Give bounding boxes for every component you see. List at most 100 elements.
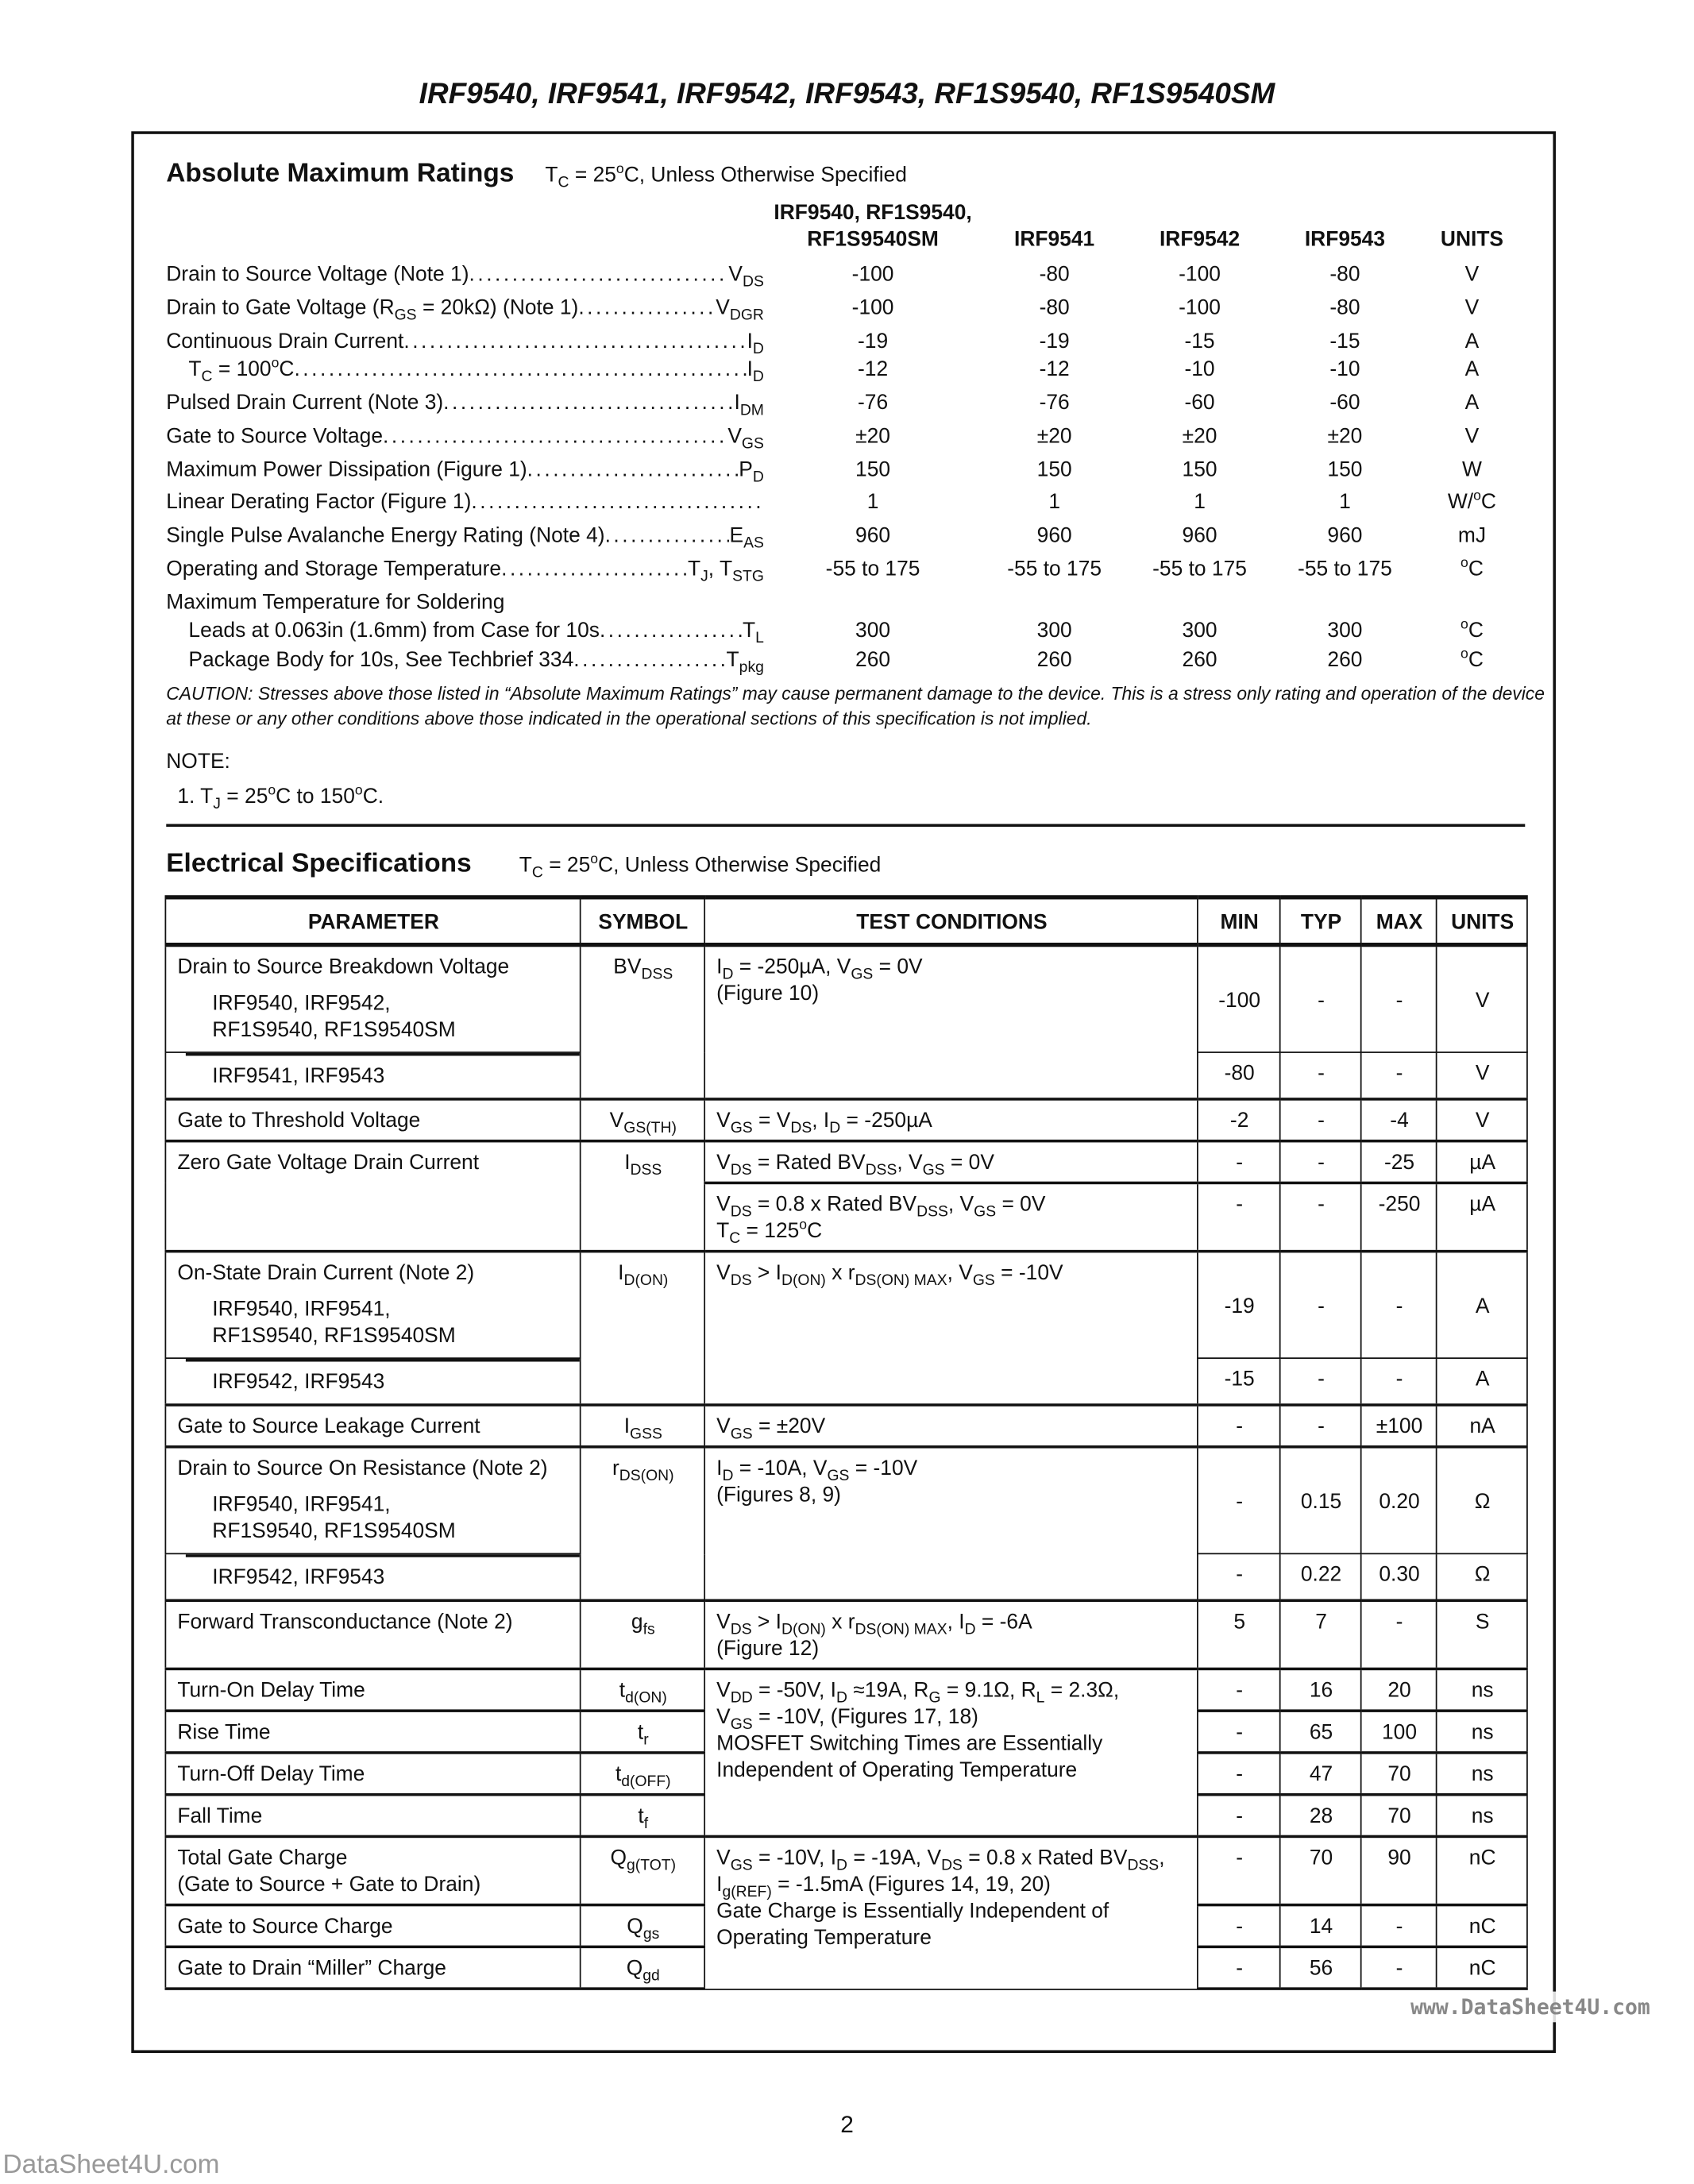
- text-segment: = Rated BV: [751, 1151, 866, 1175]
- text-segment: DS(ON) MAX: [855, 1621, 947, 1638]
- parameter-cell: Forward Transconductance (Note 2): [164, 1599, 581, 1670]
- text-segment: DSS: [916, 1203, 948, 1221]
- parameter-cell: Turn-Off Delay Time: [164, 1751, 581, 1796]
- conditions-cell-line: VDD = -50V, ID ≈19A, RG = 9.1Ω, RL = 2.3…: [716, 1677, 1187, 1707]
- units-cell: µA: [1435, 1139, 1528, 1184]
- text-segment: = -250µA, V: [733, 955, 851, 979]
- symbol-cell: td(OFF): [579, 1751, 706, 1796]
- rating-value: -12: [857, 357, 889, 382]
- parameter-cell: Drain to Source On Resistance (Note 2) IR…: [164, 1445, 581, 1555]
- text-segment: DD: [730, 1689, 753, 1707]
- parameter-cell: Gate to Drain “Miller” Charge: [164, 1945, 581, 1990]
- text-segment: L: [755, 630, 764, 647]
- rating-value: -15: [1329, 329, 1360, 353]
- symbol-cell: VGS(TH): [579, 1098, 706, 1142]
- text-segment: C: [531, 864, 543, 882]
- rating-units: oC: [1381, 618, 1563, 642]
- rating-name-line: TC = 100oC: [188, 357, 294, 384]
- min-cell: -: [1197, 1709, 1281, 1754]
- parameter-cell: Rise Time: [164, 1709, 581, 1754]
- text-segment: C: [1468, 647, 1484, 672]
- text-segment: = 0V: [996, 1192, 1046, 1217]
- text-segment: A: [1464, 391, 1480, 415]
- conditions-cell-line: Operating Temperature: [716, 1924, 1187, 1951]
- rating-name-line: Gate to Source Voltage: [166, 424, 383, 448]
- text-segment: = 25: [542, 853, 591, 878]
- rating-name: Continuous Drain Current: [166, 329, 403, 353]
- text-segment: GSS: [630, 1426, 662, 1443]
- conditions-cell-line: VGS = -10V, (Figures 17, 18): [716, 1704, 1187, 1732]
- text-segment: o: [1473, 488, 1481, 505]
- rating-value: 1: [1194, 490, 1206, 515]
- rating-name-line: Drain to Source Voltage (Note 1): [166, 263, 469, 287]
- text-segment: , V: [947, 1260, 973, 1285]
- conditions-cell-line: (Figures 8, 9): [716, 1482, 1187, 1508]
- parameter-cell: IRF9541, IRF9543: [164, 1052, 581, 1100]
- max-cell: -4: [1360, 1098, 1437, 1142]
- dot-leader: [383, 424, 727, 448]
- units-cell: S: [1435, 1599, 1528, 1670]
- conditions-cell-line: Independent of Operating Temperature: [716, 1757, 1187, 1783]
- text-segment: T: [545, 163, 558, 187]
- text-segment: Package Body for 10s, See Techbrief 334: [188, 647, 574, 672]
- text-segment: Gate Charge is Essentially Independent o…: [716, 1899, 1109, 1924]
- text-segment: DS: [743, 273, 764, 291]
- symbol-cell: BVDSS: [579, 943, 706, 1100]
- min-cell: -: [1197, 1792, 1281, 1838]
- rating-name-line: Pulsed Drain Current (Note 3): [166, 391, 443, 415]
- rating-row: Single Pulse Avalanche Energy Rating (No…: [166, 524, 1563, 555]
- parameter-line: Total Gate Charge: [177, 1846, 348, 1870]
- text-segment: = 0V: [944, 1151, 994, 1175]
- table-row: Drain to Source Breakdown Voltage IRF9540…: [164, 943, 1528, 1100]
- dot-leader: [605, 524, 730, 548]
- rating-units: A: [1381, 357, 1563, 381]
- symbol-line: VDGR: [716, 295, 764, 322]
- text-segment: V: [716, 1705, 731, 1730]
- text-segment: D: [722, 966, 734, 983]
- text-segment: DS: [730, 1203, 752, 1221]
- text-segment: o: [1461, 646, 1468, 662]
- rating-row: Linear Derating Factor (Figure 1) 1 1 1 1 W/o…: [166, 488, 1563, 522]
- rating-name-line: Single Pulse Avalanche Energy Rating (No…: [166, 524, 604, 548]
- text-segment: , I: [812, 1109, 830, 1133]
- rating-name-line: Maximum Temperature for Soldering: [166, 590, 504, 614]
- caution-text: CAUTION: Stresses above those listed in …: [166, 682, 1545, 729]
- symbol-line: ID: [747, 357, 764, 384]
- dot-leader: [573, 647, 726, 671]
- rating-value: ±20: [1327, 424, 1363, 448]
- text-segment: V: [716, 1678, 731, 1703]
- symbol-cell-line: IGSS: [592, 1414, 694, 1443]
- min-cell: -: [1197, 1403, 1281, 1448]
- conditions-cell-line: (Figure 12): [716, 1635, 1187, 1661]
- rating-label: Maximum Power Dissipation (Figure 1) PD: [166, 457, 764, 484]
- conditions-cell: ID = -10A, VGS = -10V (Figures 8, 9): [704, 1445, 1198, 1602]
- rating-units: V: [1381, 424, 1563, 448]
- conditions-cell-line: VGS = -10V, ID = -19A, VDS = 0.8 x Rated…: [716, 1845, 1187, 1874]
- text-segment: pkg: [739, 658, 764, 676]
- text-segment: , I: [947, 1610, 965, 1634]
- text-segment: L: [1036, 1689, 1045, 1707]
- rating-label: Single Pulse Avalanche Energy Rating (No…: [166, 524, 764, 551]
- rating-symbol: PD: [739, 457, 764, 484]
- min-cell: -2: [1197, 1098, 1281, 1142]
- electrical-heading: Electrical Specifications: [166, 849, 472, 879]
- symbol-cell-line: tr: [592, 1719, 694, 1747]
- rating-value: ±20: [1182, 424, 1217, 448]
- dot-leader: [443, 391, 734, 415]
- rating-value: 960: [855, 523, 891, 548]
- units-cell: nC: [1435, 1903, 1528, 1948]
- rating-value: 260: [855, 647, 891, 672]
- typ-cell: -: [1279, 1051, 1362, 1100]
- symbol-cell: Qg(TOT): [579, 1835, 706, 1906]
- text-segment: = -10V, I: [752, 1846, 837, 1870]
- symbol-cell-line: td(ON): [592, 1677, 694, 1706]
- text-segment: D: [836, 1857, 848, 1874]
- symbol-cell: rDS(ON): [579, 1445, 706, 1602]
- rating-row: Package Body for 10s, See Techbrief 334 T…: [166, 647, 1563, 678]
- typ-cell: 0.22: [1279, 1553, 1362, 1602]
- text-segment: BV: [613, 955, 642, 979]
- note-1-line: 1. TJ = 25oC to 150oC.: [177, 784, 384, 812]
- symbol-line: Tpkg: [727, 647, 764, 674]
- symbol-cell-line: BVDSS: [592, 954, 694, 982]
